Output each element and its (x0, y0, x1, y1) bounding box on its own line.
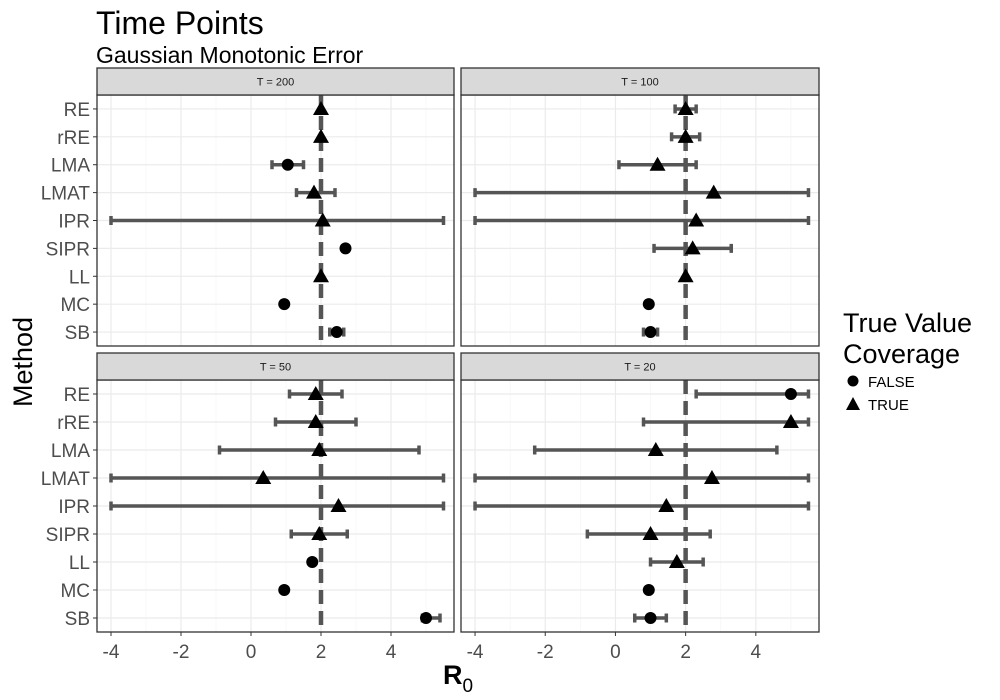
legend-false-label: FALSE (868, 374, 915, 391)
facet-strip (460, 352, 820, 381)
panel-4: T = 20 -4 -2 0 2 4 (460, 352, 820, 663)
point-false-circle (644, 612, 657, 624)
point-true-triangle (677, 268, 694, 283)
y-tick-label: IPR (58, 497, 90, 518)
panel-2: T = 100 (460, 67, 820, 347)
y-tick-label: IPR (58, 212, 90, 233)
facet-strip-label: T = 20 (624, 362, 655, 374)
point-true-triangle (705, 184, 722, 199)
panel-1: T = 200 RE rRE LMA LMAT IPR SIPR LL MC SB (41, 67, 455, 347)
x-tick-label: 2 (316, 642, 327, 663)
point-true-triangle (255, 470, 272, 484)
point-false-circle (784, 388, 797, 400)
y-tick-label: rRE (57, 413, 90, 434)
x-tick-label: -4 (103, 642, 120, 663)
point-false-circle (644, 326, 657, 339)
point-true-triangle (311, 442, 328, 456)
y-tick-label: MC (60, 581, 90, 602)
point-true-triangle (314, 212, 331, 227)
y-tick-label: MC (60, 295, 90, 316)
x-axis-title: R0 (443, 660, 473, 697)
y-tick-label: LMA (51, 156, 90, 177)
point-true-triangle (313, 268, 329, 283)
y-tick-label: RE (64, 385, 90, 406)
facet-strip (460, 67, 820, 96)
x-tick-label: 2 (680, 642, 691, 663)
point-false-circle (642, 584, 655, 596)
point-false-circle (330, 326, 343, 339)
chart-subtitle: Gaussian Monotonic Error (96, 42, 364, 68)
legend-true-label: TRUE (868, 397, 909, 414)
point-true-triangle (677, 100, 694, 115)
x-tick-label: 0 (610, 642, 621, 663)
point-true-triangle (330, 498, 347, 512)
y-axis-title: Method (8, 317, 38, 407)
facet-strip (96, 67, 455, 96)
point-false-circle (306, 556, 319, 568)
x-tick-label: -2 (537, 642, 554, 663)
x-tick-label: 4 (751, 642, 762, 663)
legend: True Value Coverage FALSE TRUE (843, 308, 972, 414)
y-tick-label: LMAT (41, 469, 91, 490)
y-tick-label: SIPR (46, 525, 90, 546)
point-false-circle (278, 298, 291, 311)
point-true-triangle (658, 498, 675, 512)
chart-title: Time Points (96, 5, 264, 41)
point-true-triangle (307, 414, 324, 428)
legend-title-line1: True Value (843, 308, 972, 338)
point-true-triangle (307, 386, 324, 400)
panel-3: T = 50 RE rRE LMA LMAT IPR SIPR LL MC SB -4 -2 0 2 4 (41, 352, 455, 663)
point-false-circle (339, 242, 352, 255)
legend-true-key (846, 397, 860, 410)
y-tick-label: RE (64, 100, 90, 121)
y-tick-label: LMAT (41, 184, 91, 205)
point-true-triangle (649, 156, 666, 171)
y-tick-label: rRE (57, 128, 90, 149)
point-false-circle (420, 612, 432, 624)
point-true-triangle (684, 240, 701, 255)
x-tick-label: 0 (246, 642, 257, 663)
point-true-triangle (668, 554, 685, 568)
point-true-triangle (782, 414, 799, 428)
x-axis-title-main: R (443, 660, 463, 690)
facet-strip-label: T = 100 (621, 77, 658, 89)
point-true-triangle (642, 526, 659, 540)
point-true-triangle (688, 212, 705, 227)
point-true-triangle (311, 526, 328, 540)
point-true-triangle (703, 470, 720, 484)
point-false-circle (278, 584, 291, 596)
legend-false-key (847, 375, 859, 387)
point-true-triangle (677, 128, 694, 143)
facet-strip-label: T = 200 (257, 77, 294, 89)
y-tick-label: SB (65, 323, 90, 344)
point-true-triangle (313, 100, 329, 115)
x-tick-label: -4 (467, 642, 484, 663)
x-tick-label: -2 (173, 642, 190, 663)
y-tick-label: LL (69, 553, 90, 574)
facet-strip (96, 352, 455, 381)
y-tick-label: LL (69, 267, 90, 288)
point-true-triangle (313, 128, 329, 143)
point-true-triangle (647, 442, 664, 456)
point-true-triangle (306, 184, 322, 199)
x-tick-label: 4 (386, 642, 397, 663)
facet-strip-label: T = 50 (260, 362, 291, 374)
y-tick-label: SB (65, 609, 90, 630)
y-tick-label: SIPR (46, 239, 90, 260)
legend-title-line2: Coverage (843, 339, 960, 369)
x-axis-title-subscript: 0 (462, 676, 473, 697)
y-tick-label: LMA (51, 441, 90, 462)
point-false-circle (642, 298, 655, 311)
point-false-circle (281, 158, 294, 171)
